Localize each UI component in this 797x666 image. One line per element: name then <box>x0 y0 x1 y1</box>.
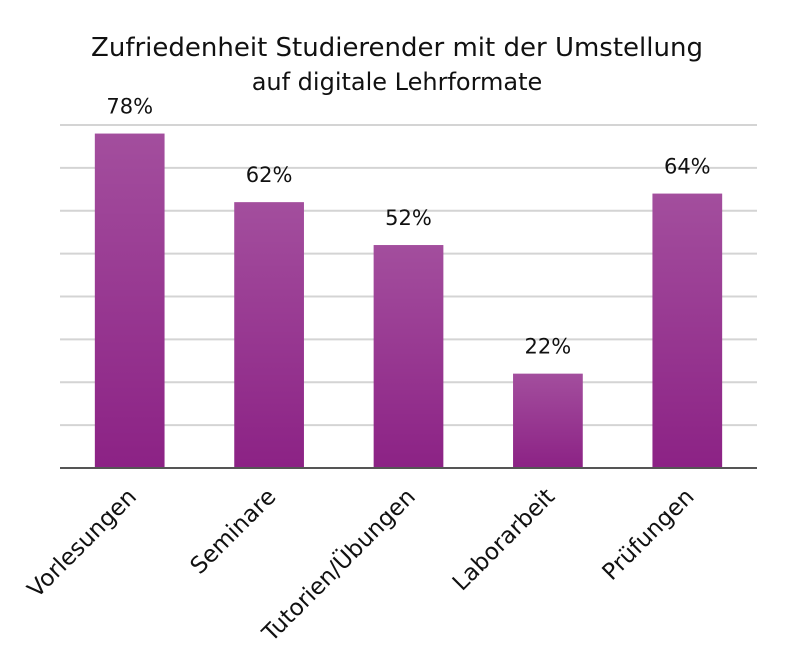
value-label: 52% <box>385 206 432 230</box>
bar-shade <box>652 193 723 468</box>
x-tick-label: Tutorien/Übungen <box>256 482 421 647</box>
chart-title: Zufriedenheit Studierender mit der Umste… <box>91 33 703 63</box>
x-tick-label: Vorlesungen <box>23 484 142 603</box>
bar-shade <box>94 133 165 468</box>
bars <box>94 133 723 469</box>
value-label: 64% <box>664 155 711 179</box>
bar-shade <box>373 245 444 468</box>
value-label: 62% <box>246 163 293 187</box>
bar-shade <box>513 373 583 468</box>
bar-shade <box>234 202 304 469</box>
value-label: 78% <box>106 95 153 119</box>
x-tick-label: Laborarbeit <box>448 484 560 596</box>
chart-subtitle: auf digitale Lehrformate <box>252 68 543 96</box>
value-label: 22% <box>525 335 572 359</box>
x-tick-label: Seminare <box>186 484 282 580</box>
x-tick-label: Prüfungen <box>598 484 700 586</box>
